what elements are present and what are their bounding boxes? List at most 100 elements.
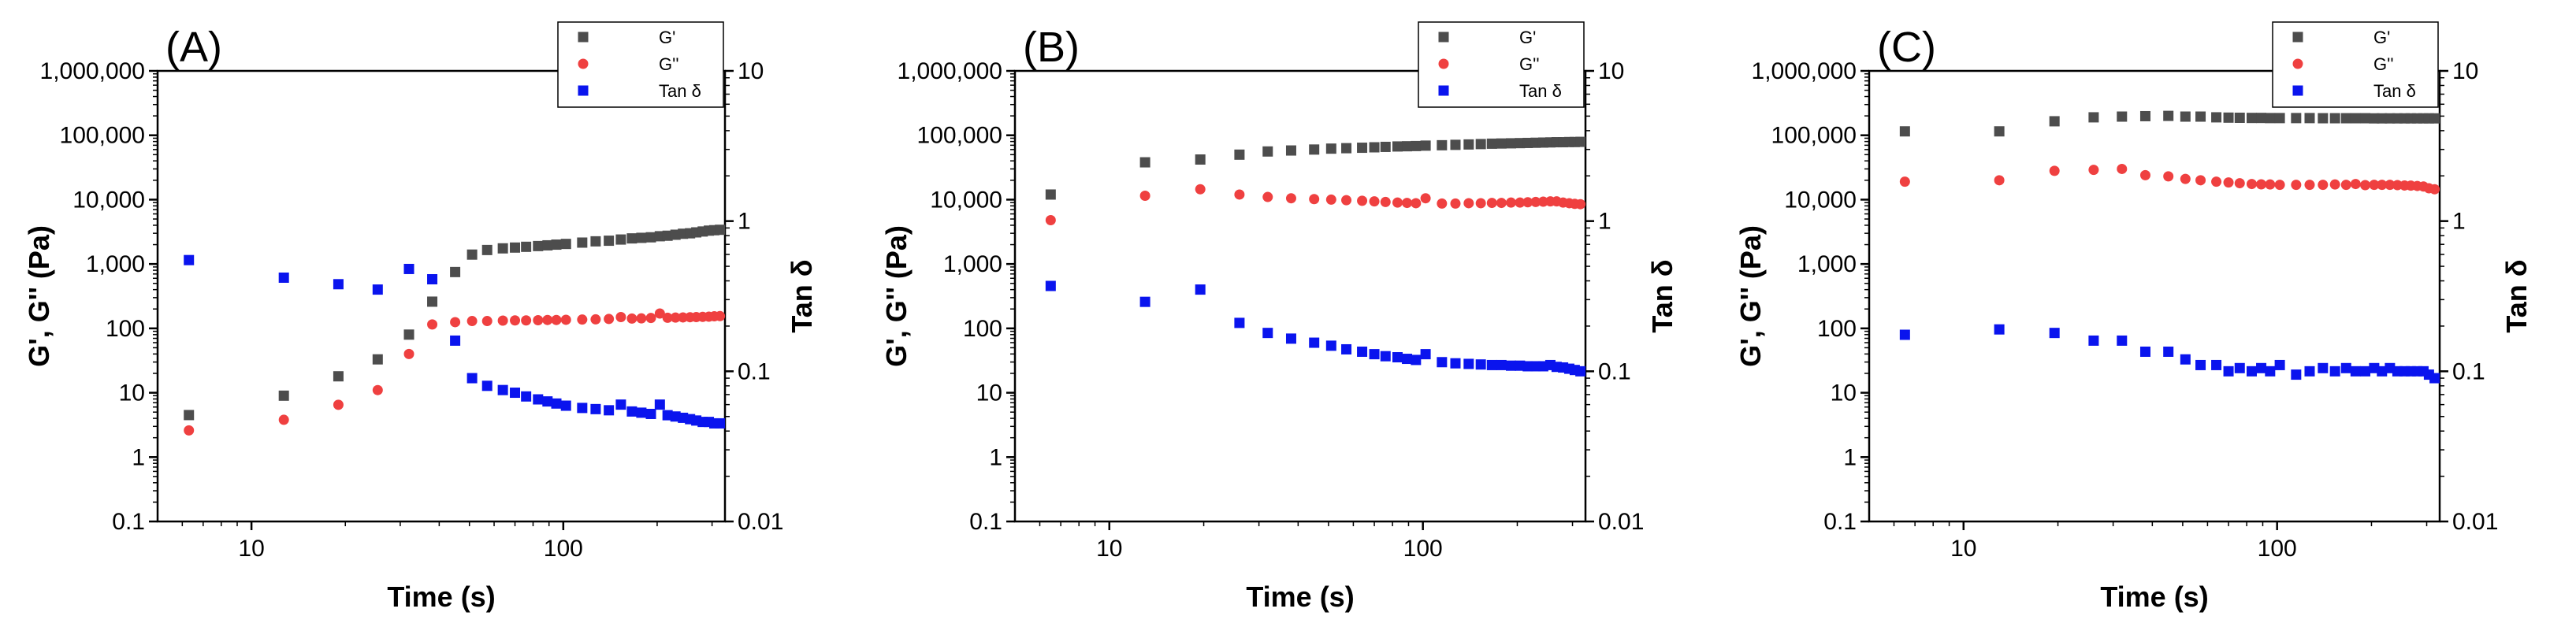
data-point bbox=[604, 236, 615, 247]
data-point bbox=[626, 313, 637, 324]
data-point bbox=[184, 254, 195, 265]
legend-marker bbox=[578, 85, 589, 96]
legend-marker bbox=[1438, 58, 1449, 69]
data-point bbox=[533, 394, 544, 405]
data-point bbox=[1450, 358, 1461, 369]
data-point bbox=[2329, 366, 2340, 377]
y-tick-label: 1,000 bbox=[943, 251, 1002, 277]
data-point bbox=[1411, 140, 1422, 151]
data-point bbox=[2274, 180, 2285, 191]
y-tick-label: 0.1 bbox=[1823, 509, 1857, 535]
y-tick-label: 100,000 bbox=[917, 123, 1002, 149]
data-point bbox=[372, 354, 383, 365]
data-point bbox=[2377, 180, 2388, 191]
y-tick-label: 0.1 bbox=[969, 509, 1002, 535]
data-point bbox=[1522, 137, 1533, 148]
data-point bbox=[1325, 143, 1336, 154]
data-point bbox=[560, 239, 571, 250]
y-tick-label: 100 bbox=[1817, 316, 1857, 342]
data-point bbox=[1392, 141, 1403, 152]
series-gprime bbox=[1045, 136, 1586, 200]
plot-frame bbox=[1868, 69, 2441, 523]
data-point bbox=[2180, 173, 2191, 184]
data-point bbox=[2163, 110, 2174, 121]
data-point bbox=[2256, 113, 2267, 124]
series-gdouble bbox=[184, 308, 726, 436]
data-point bbox=[1486, 138, 1497, 149]
data-point bbox=[2274, 113, 2285, 124]
data-point bbox=[2291, 369, 2302, 380]
legend-label: Tan δ bbox=[659, 81, 701, 101]
data-point bbox=[403, 348, 414, 359]
y-tick-label: 1,000,000 bbox=[1752, 58, 1857, 84]
y-tick-label: 10 bbox=[119, 380, 145, 406]
data-point bbox=[1450, 198, 1461, 209]
data-point bbox=[1357, 195, 1368, 206]
data-point bbox=[2139, 110, 2150, 121]
series-gdouble bbox=[1045, 184, 1586, 225]
y-axis-title: G', G'' (Pa) bbox=[23, 225, 55, 367]
data-point bbox=[1357, 143, 1368, 154]
y-tick-label: 0.1 bbox=[112, 509, 145, 535]
data-point bbox=[636, 313, 647, 324]
y-tick-label: 10,000 bbox=[1784, 187, 1857, 213]
data-point bbox=[1506, 138, 1517, 149]
legend-label: G' bbox=[2373, 28, 2390, 47]
data-point bbox=[2246, 113, 2257, 124]
data-point bbox=[1437, 139, 1448, 150]
data-point bbox=[1045, 280, 1056, 291]
legend: G' G'' Tan δ bbox=[1418, 21, 1585, 108]
data-point bbox=[2329, 179, 2340, 190]
data-point bbox=[403, 329, 414, 340]
data-point bbox=[2265, 113, 2276, 124]
data-point bbox=[670, 312, 681, 323]
data-point bbox=[2234, 178, 2245, 189]
data-point bbox=[1357, 346, 1368, 357]
data-point bbox=[636, 407, 647, 418]
legend-marker bbox=[578, 58, 589, 69]
data-point bbox=[2369, 180, 2380, 191]
data-point bbox=[1380, 141, 1391, 152]
data-point bbox=[2180, 111, 2191, 122]
data-point bbox=[2274, 359, 2285, 370]
data-point bbox=[2318, 362, 2329, 373]
data-point bbox=[1515, 197, 1526, 208]
y-tick-label: 1 bbox=[132, 444, 145, 470]
data-point bbox=[2340, 113, 2351, 124]
data-point bbox=[1899, 329, 1910, 340]
legend-label: G'' bbox=[1519, 54, 1540, 74]
data-point bbox=[1463, 198, 1474, 209]
data-point bbox=[551, 398, 562, 409]
legend-label: G'' bbox=[2373, 54, 2394, 74]
data-point bbox=[1309, 337, 1320, 348]
panel-label: (B) bbox=[1023, 24, 1080, 71]
y2-tick-label: 10 bbox=[738, 58, 764, 84]
data-point bbox=[2223, 112, 2234, 123]
data-point bbox=[1325, 194, 1336, 205]
data-point bbox=[2377, 113, 2388, 124]
data-point bbox=[1575, 136, 1586, 147]
data-point bbox=[1380, 351, 1391, 362]
data-point bbox=[2246, 366, 2257, 377]
data-point bbox=[2195, 175, 2206, 186]
data-point bbox=[1139, 296, 1150, 307]
data-point bbox=[626, 233, 637, 244]
data-point bbox=[2256, 362, 2267, 373]
data-point bbox=[604, 314, 615, 325]
data-point bbox=[662, 410, 673, 421]
data-point bbox=[2088, 165, 2099, 176]
data-point bbox=[481, 380, 493, 392]
data-point bbox=[2350, 113, 2361, 124]
data-point bbox=[2234, 113, 2245, 124]
data-point bbox=[1450, 139, 1461, 150]
data-point bbox=[278, 414, 289, 425]
data-point bbox=[184, 425, 195, 436]
data-point bbox=[2360, 180, 2371, 191]
data-point bbox=[1420, 193, 1431, 204]
data-point bbox=[1285, 333, 1296, 344]
data-point bbox=[2291, 113, 2302, 124]
x-axis-title: Time (s) bbox=[387, 581, 495, 613]
data-point bbox=[654, 399, 665, 410]
